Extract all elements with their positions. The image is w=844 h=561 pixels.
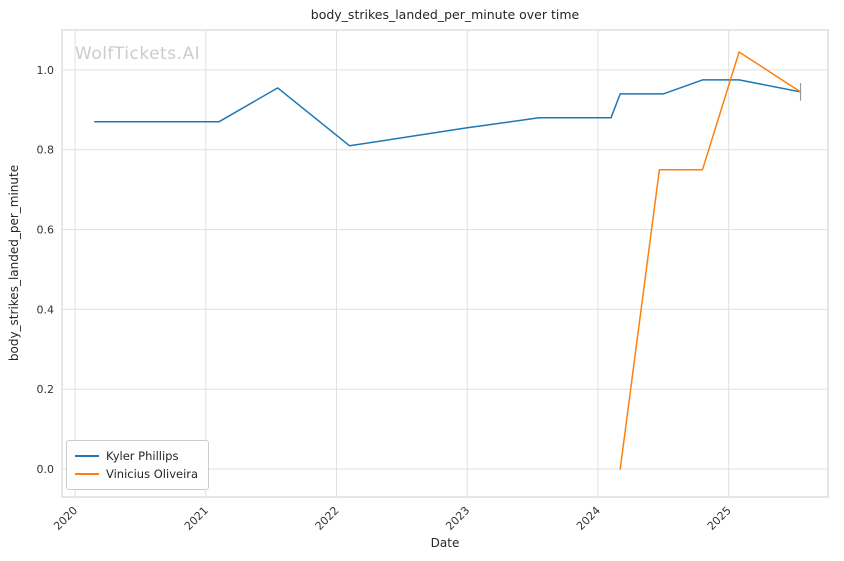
chart-title: body_strikes_landed_per_minute over time <box>310 7 580 22</box>
legend-line-swatch-orange <box>75 473 99 475</box>
watermark: WolfTickets.AI <box>75 44 201 64</box>
y-tick-label: 0.6 <box>37 224 55 237</box>
x-tick-label: 2020 <box>51 504 80 533</box>
y-tick-label: 0.8 <box>37 144 55 157</box>
legend-item-vinicius-oliveira: Vinicius Oliveira <box>75 465 198 483</box>
x-axis-label: Date <box>430 536 460 550</box>
x-tick-label: 2024 <box>574 504 603 533</box>
y-tick-label: 0.0 <box>37 463 55 476</box>
y-tick-label: 1.0 <box>37 64 55 77</box>
x-tick-label: 2025 <box>705 504 734 533</box>
series-line-kyler-phillips <box>93 79 802 147</box>
y-tick-label: 0.2 <box>37 383 55 396</box>
legend-line-swatch-blue <box>75 455 99 457</box>
y-tick-label: 0.4 <box>37 303 55 316</box>
legend-label: Kyler Phillips <box>106 449 179 463</box>
legend-item-kyler-phillips: Kyler Phillips <box>75 447 198 465</box>
plot-background <box>61 29 829 498</box>
y-axis-label: body_strikes_landed_per_minute <box>7 164 21 362</box>
x-tick-label: 2021 <box>182 504 211 533</box>
x-tick-label: 2022 <box>313 504 342 533</box>
legend-label: Vinicius Oliveira <box>106 467 199 481</box>
series-line-vinicius-oliveira <box>619 51 802 470</box>
x-tick-label: 2023 <box>443 504 472 533</box>
legend: Kyler Phillips Vinicius Oliveira <box>66 440 210 490</box>
